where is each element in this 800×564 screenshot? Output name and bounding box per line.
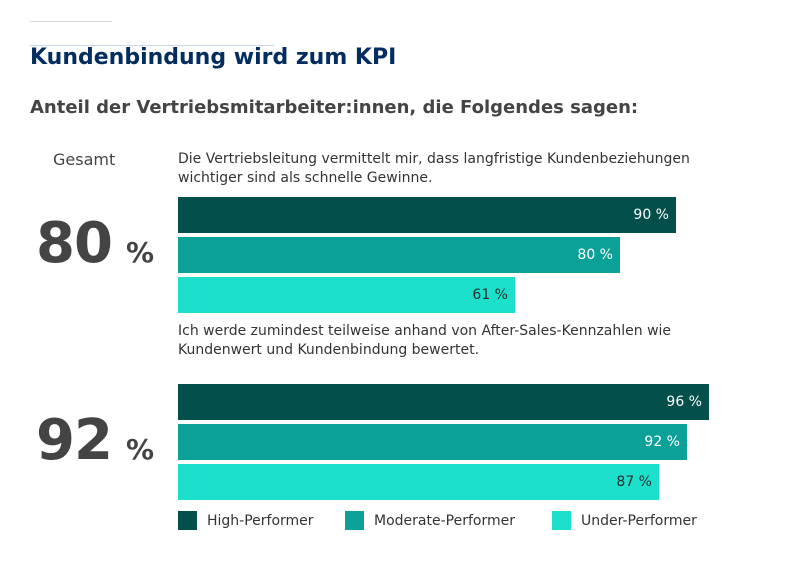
legend-item-high-performer: High-Performer bbox=[178, 511, 314, 530]
legend-swatch-under-performer bbox=[552, 511, 571, 530]
legend-label-moderate-performer: Moderate-Performer bbox=[374, 512, 515, 529]
group-1-bars: 90 % 80 % 61 % bbox=[178, 197, 738, 313]
legend-label-under-performer: Under-Performer bbox=[581, 512, 697, 529]
group-1-total-value: 80 bbox=[36, 211, 113, 276]
total-label: Gesamt bbox=[53, 150, 116, 169]
chart-subtitle: Anteil der Vertriebsmitarbeiter:innen, d… bbox=[30, 97, 639, 118]
title-divider bbox=[30, 45, 274, 46]
legend-swatch-high-performer bbox=[178, 511, 197, 530]
group-2-total-unit: % bbox=[125, 433, 154, 466]
legend-label-high-performer: High-Performer bbox=[207, 512, 314, 529]
bar-moderate-performer-group-2: 92 % bbox=[178, 424, 687, 460]
bar-moderate-performer-group-1: 80 % bbox=[178, 237, 620, 273]
group-2-question: Ich werde zumindest teilweise anhand von… bbox=[178, 323, 672, 358]
bar-high-performer-group-2: 96 % bbox=[178, 384, 709, 420]
bar-under-performer-group-2: 87 % bbox=[178, 464, 659, 500]
legend-item-under-performer: Under-Performer bbox=[552, 511, 697, 530]
legend-swatch-moderate-performer bbox=[345, 511, 364, 530]
group-1-question: Die Vertriebsleitung vermittelt mir, das… bbox=[178, 151, 690, 186]
chart-title: Kundenbindung wird zum KPI bbox=[30, 45, 397, 70]
bar-high-performer-group-1: 90 % bbox=[178, 197, 676, 233]
bar-under-performer-group-1: 61 % bbox=[178, 277, 515, 313]
group-2-bars: 96 % 92 % 87 % bbox=[178, 384, 738, 500]
group-2-total: 92% bbox=[36, 408, 154, 473]
group-1-total-unit: % bbox=[125, 236, 154, 269]
group-1-total: 80% bbox=[36, 211, 154, 276]
legend-item-moderate-performer: Moderate-Performer bbox=[345, 511, 515, 530]
group-2-total-value: 92 bbox=[36, 408, 113, 473]
top-divider bbox=[30, 21, 112, 22]
